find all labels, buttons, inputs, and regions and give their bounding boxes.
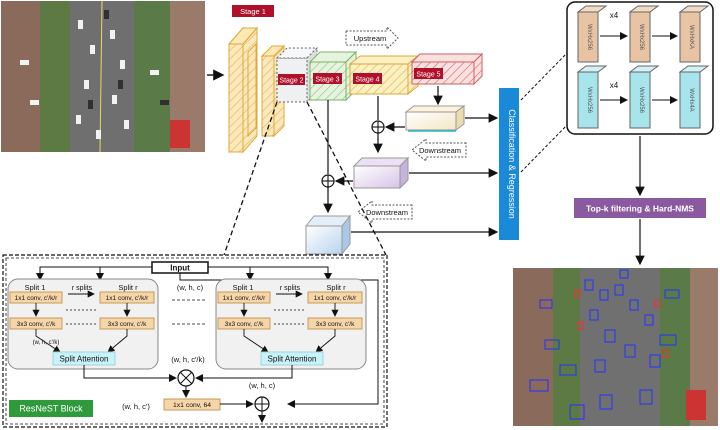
input-label: Input — [170, 264, 190, 273]
svg-text:1x1 conv, c'/k/r: 1x1 conv, c'/k/r — [314, 295, 357, 302]
svg-text:x4: x4 — [610, 11, 619, 20]
downstream-arrow-1: Downstream — [411, 137, 467, 163]
fpn-level-bottom — [304, 214, 352, 256]
stage1-blocks — [227, 26, 286, 154]
svg-text:Split 1: Split 1 — [233, 283, 254, 292]
svg-text:Split r: Split r — [326, 283, 346, 292]
svg-text:WxHxKA: WxHxKA — [688, 25, 694, 49]
svg-text:(w, h, c'): (w, h, c') — [122, 402, 150, 411]
svg-text:1x1 conv, c'/k/r: 1x1 conv, c'/k/r — [106, 295, 149, 302]
resnest-block-badge — [9, 400, 93, 417]
topk-nms-box: Top-k filtering & Hard-NMS — [574, 198, 706, 218]
svg-text:(w, h, c'/k): (w, h, c'/k) — [171, 355, 205, 364]
resnest-block: Input Split 1 Split r r splits 1x1 conv,… — [2, 254, 388, 428]
downstream-arrow-2: Downstream — [357, 199, 413, 225]
svg-text:WxHx4A: WxHx4A — [688, 88, 694, 111]
svg-text:3x3 conv, c'/k: 3x3 conv, c'/k — [316, 321, 355, 328]
svg-text:Downstream: Downstream — [419, 146, 461, 155]
upstream-label: Upstream — [354, 34, 387, 43]
svg-text:x4: x4 — [610, 81, 619, 90]
svg-text:1x1 conv, c'/k/r: 1x1 conv, c'/k/r — [15, 295, 58, 302]
svg-text:WxHx256: WxHx256 — [638, 87, 644, 114]
svg-text:Split Attention: Split Attention — [60, 355, 109, 364]
stage1-badge — [232, 5, 274, 17]
svg-text:(w, h, c): (w, h, c) — [177, 283, 204, 292]
splitr-label: Split r — [118, 283, 138, 292]
stage3-label: Stage 3 — [315, 77, 339, 84]
svg-text:Downstream: Downstream — [366, 208, 408, 217]
classification-regression-bar: Classification & Regression — [499, 88, 519, 240]
fpn-level-mid — [352, 156, 410, 190]
topk-label: Top-k filtering & Hard-NMS — [586, 204, 694, 214]
stage5-badge — [414, 68, 443, 79]
stage3-badge — [313, 73, 342, 84]
input-road-image — [1, 0, 205, 153]
output-detection-image — [513, 268, 718, 426]
stage1-label: Stage 1 — [240, 7, 266, 16]
svg-text:WxHx256: WxHx256 — [586, 87, 592, 114]
stage4-label: Stage 4 — [355, 77, 379, 84]
stage2-badge — [278, 74, 305, 85]
resnest-block-label: ResNeST Block — [19, 404, 83, 414]
svg-text:Split Attention: Split Attention — [268, 355, 317, 364]
svg-text:3x3 conv, c'/k: 3x3 conv, c'/k — [108, 321, 147, 328]
svg-text:3x3 conv, c'/k: 3x3 conv, c'/k — [17, 321, 56, 328]
split1-label: Split 1 — [25, 283, 46, 292]
stage5-label: Stage 5 — [416, 72, 440, 79]
svg-text:WxHx256: WxHx256 — [638, 24, 644, 51]
head-detail: WxHx256 x4 WxHx256 WxHxKA WxHx256 x4 WxH… — [566, 1, 714, 135]
svg-text:r splits: r splits — [280, 285, 301, 292]
stage4-badge — [353, 73, 382, 84]
svg-text:1x1 conv, c'/k/r: 1x1 conv, c'/k/r — [223, 295, 266, 302]
fpn-level-top — [404, 105, 466, 132]
upstream-arrow: Upstream — [345, 25, 399, 51]
svg-text:r splits: r splits — [72, 285, 93, 292]
cls-branch: WxHx256 x4 WxHx256 WxHxKA — [576, 5, 710, 63]
svg-text:1x1 conv, 64: 1x1 conv, 64 — [173, 402, 211, 409]
stage2-label: Stage 2 — [279, 78, 303, 85]
svg-text:(w, h, c): (w, h, c) — [249, 381, 276, 390]
svg-text:WxHx256: WxHx256 — [586, 24, 592, 51]
classification-label: Classification & Regression — [507, 109, 517, 219]
svg-text:3x3 conv, c'/k: 3x3 conv, c'/k — [225, 321, 264, 328]
reg-branch: WxHx256 x4 WxHx256 WxHx4A — [576, 65, 710, 129]
